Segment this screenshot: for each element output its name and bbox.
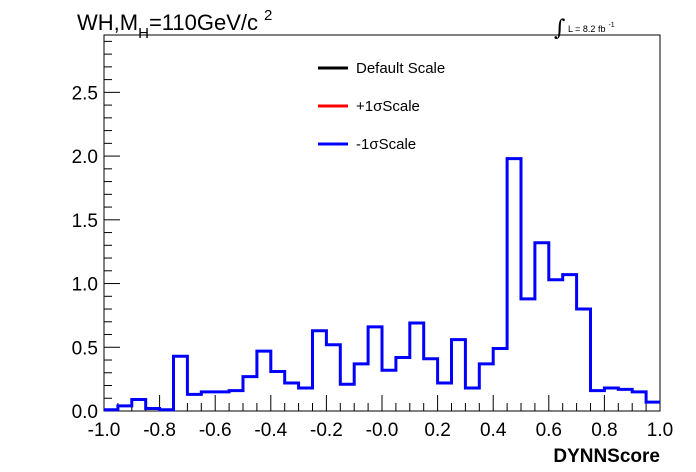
y-tick-label: 1.5 [72,211,98,232]
y-axis-ticks: 0.0 0.5 1.0 1.5 2.0 2.5 [72,40,120,423]
y-tick-label: 2.0 [72,147,98,168]
x-tick-label: 1.0 [647,420,673,441]
y-tick-label: 2.5 [72,83,98,104]
chart-title: WH,MH=110GeV/c 2 [77,7,272,42]
x-tick-label: -0.6 [199,420,232,441]
x-tick-label: -0.8 [143,420,176,441]
title-subscript: H [138,25,149,42]
series-group [104,157,660,412]
title-main: WH,M [77,10,138,35]
x-tick-label: 0.6 [536,420,562,441]
x-tick-label: 0.8 [591,420,617,441]
x-tick-label: -1.0 [88,420,121,441]
x-tick-label: 0.2 [424,420,450,441]
x-axis-label: DYNNScore [553,446,660,467]
y-tick-label: 0.0 [72,402,98,423]
x-tick-label: 0.4 [480,420,507,441]
title-rest: =110GeV/c [149,10,258,35]
lumi-text: L = 8.2 fb [568,24,605,34]
legend-label: Default Scale [356,60,445,77]
x-tick-label: -0.0 [366,420,399,441]
title-superscript: 2 [264,7,272,24]
x-tick-label: -0.2 [310,420,343,441]
x-axis-ticks: -1.0 -0.8 -0.6 -0.4 -0.2 -0.0 0.2 0.4 0.6 0.8 1.0 [88,395,673,441]
series-line-minus1sigma [104,157,660,412]
lumi-superscript: -1 [608,22,614,29]
y-tick-label: 1.0 [72,275,98,296]
y-tick-label: 0.5 [72,338,98,359]
lumi-integral: ∫ [554,16,566,41]
legend-label: +1σScale [356,98,420,115]
legend-label: -1σScale [356,136,416,153]
legend: Default Scale +1σScale -1σScale [318,60,445,153]
x-tick-label: -0.4 [254,420,287,441]
lumi-label: L = 8.2 fb -1 [568,22,615,34]
